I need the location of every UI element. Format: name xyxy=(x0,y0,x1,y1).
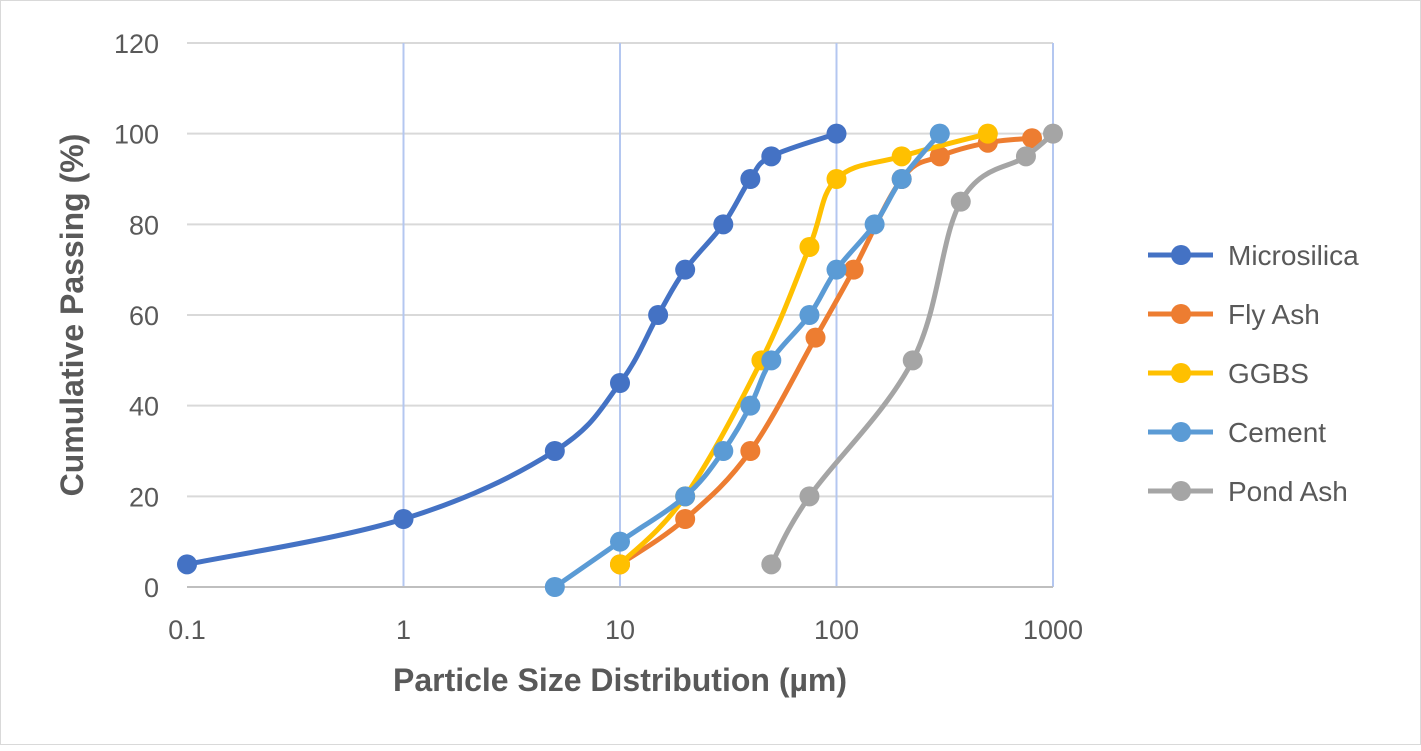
x-tick-label: 100 xyxy=(814,615,859,645)
legend-marker xyxy=(1171,245,1191,265)
legend-item: Cement xyxy=(1148,417,1326,448)
data-point xyxy=(761,146,782,167)
x-tick-label: 10 xyxy=(605,615,635,645)
data-point xyxy=(843,259,864,280)
x-tick-label: 1 xyxy=(396,615,411,645)
data-point xyxy=(826,259,847,280)
legend-label: Microsilica xyxy=(1228,240,1359,271)
data-point xyxy=(675,259,696,280)
series-pond-ash xyxy=(761,123,1063,575)
data-point xyxy=(761,554,782,575)
y-tick-label: 60 xyxy=(129,301,159,331)
series-microsilica xyxy=(177,123,847,575)
data-point xyxy=(648,305,669,325)
y-tick-label: 120 xyxy=(114,29,159,59)
data-point xyxy=(393,509,414,529)
axes: 0 20 40 60 80 100 120 0.1 1 10 100 1000 xyxy=(114,29,1083,645)
legend-label: Cement xyxy=(1228,417,1326,448)
series-line xyxy=(618,135,1033,567)
x-tick-label: 1000 xyxy=(1023,615,1083,645)
data-point xyxy=(950,191,971,212)
y-tick-label: 20 xyxy=(129,482,159,512)
data-point xyxy=(544,577,565,597)
data-point xyxy=(805,327,826,348)
y-tick-label: 80 xyxy=(129,210,159,240)
legend-label: GGBS xyxy=(1228,358,1309,389)
data-point xyxy=(740,395,761,416)
data-point xyxy=(610,554,630,575)
data-point xyxy=(544,441,565,461)
legend-marker xyxy=(1171,481,1191,501)
data-point xyxy=(977,123,998,144)
data-point xyxy=(713,214,734,235)
legend-label: Fly Ash xyxy=(1228,299,1320,330)
y-tick-label: 40 xyxy=(129,392,159,422)
data-point xyxy=(177,554,197,575)
series-line xyxy=(553,132,942,590)
data-point xyxy=(740,169,761,189)
data-point xyxy=(902,350,923,371)
y-tick-label: 0 xyxy=(144,573,159,603)
legend-marker xyxy=(1171,363,1191,383)
legend-item: GGBS xyxy=(1148,358,1309,389)
legend-marker xyxy=(1171,422,1191,442)
series-cement xyxy=(544,123,950,597)
data-point xyxy=(675,509,696,529)
data-point xyxy=(891,146,912,167)
data-point xyxy=(891,169,912,189)
legend: Microsilica Fly Ash GGBS Cement Pond Ash xyxy=(1148,240,1359,507)
legend-item: Pond Ash xyxy=(1148,476,1348,507)
legend-marker xyxy=(1171,304,1191,324)
data-point xyxy=(799,486,820,507)
legend-label: Pond Ash xyxy=(1228,476,1348,507)
data-point xyxy=(740,441,761,461)
data-point xyxy=(1043,123,1063,144)
y-axis-title: Cumulative Passing (%) xyxy=(54,134,90,497)
data-point xyxy=(799,305,820,325)
data-point xyxy=(610,531,630,552)
data-point xyxy=(1015,146,1036,167)
data-point xyxy=(929,146,950,167)
x-tick-label: 0.1 xyxy=(168,615,206,645)
data-point xyxy=(1022,128,1043,149)
gridlines xyxy=(187,42,1054,587)
data-point xyxy=(864,214,885,235)
series-lines xyxy=(177,123,1063,597)
data-point xyxy=(713,441,734,461)
legend-item: Microsilica xyxy=(1148,240,1359,271)
data-point xyxy=(610,373,630,393)
data-point xyxy=(799,237,820,257)
x-axis-title: Particle Size Distribution (µm) xyxy=(393,662,847,698)
series-line xyxy=(186,131,838,567)
data-point xyxy=(929,123,950,144)
y-tick-label: 100 xyxy=(114,120,159,150)
data-point xyxy=(826,123,847,144)
data-point xyxy=(761,350,782,371)
data-point xyxy=(826,169,847,189)
data-point xyxy=(675,486,696,507)
legend-item: Fly Ash xyxy=(1148,299,1320,330)
